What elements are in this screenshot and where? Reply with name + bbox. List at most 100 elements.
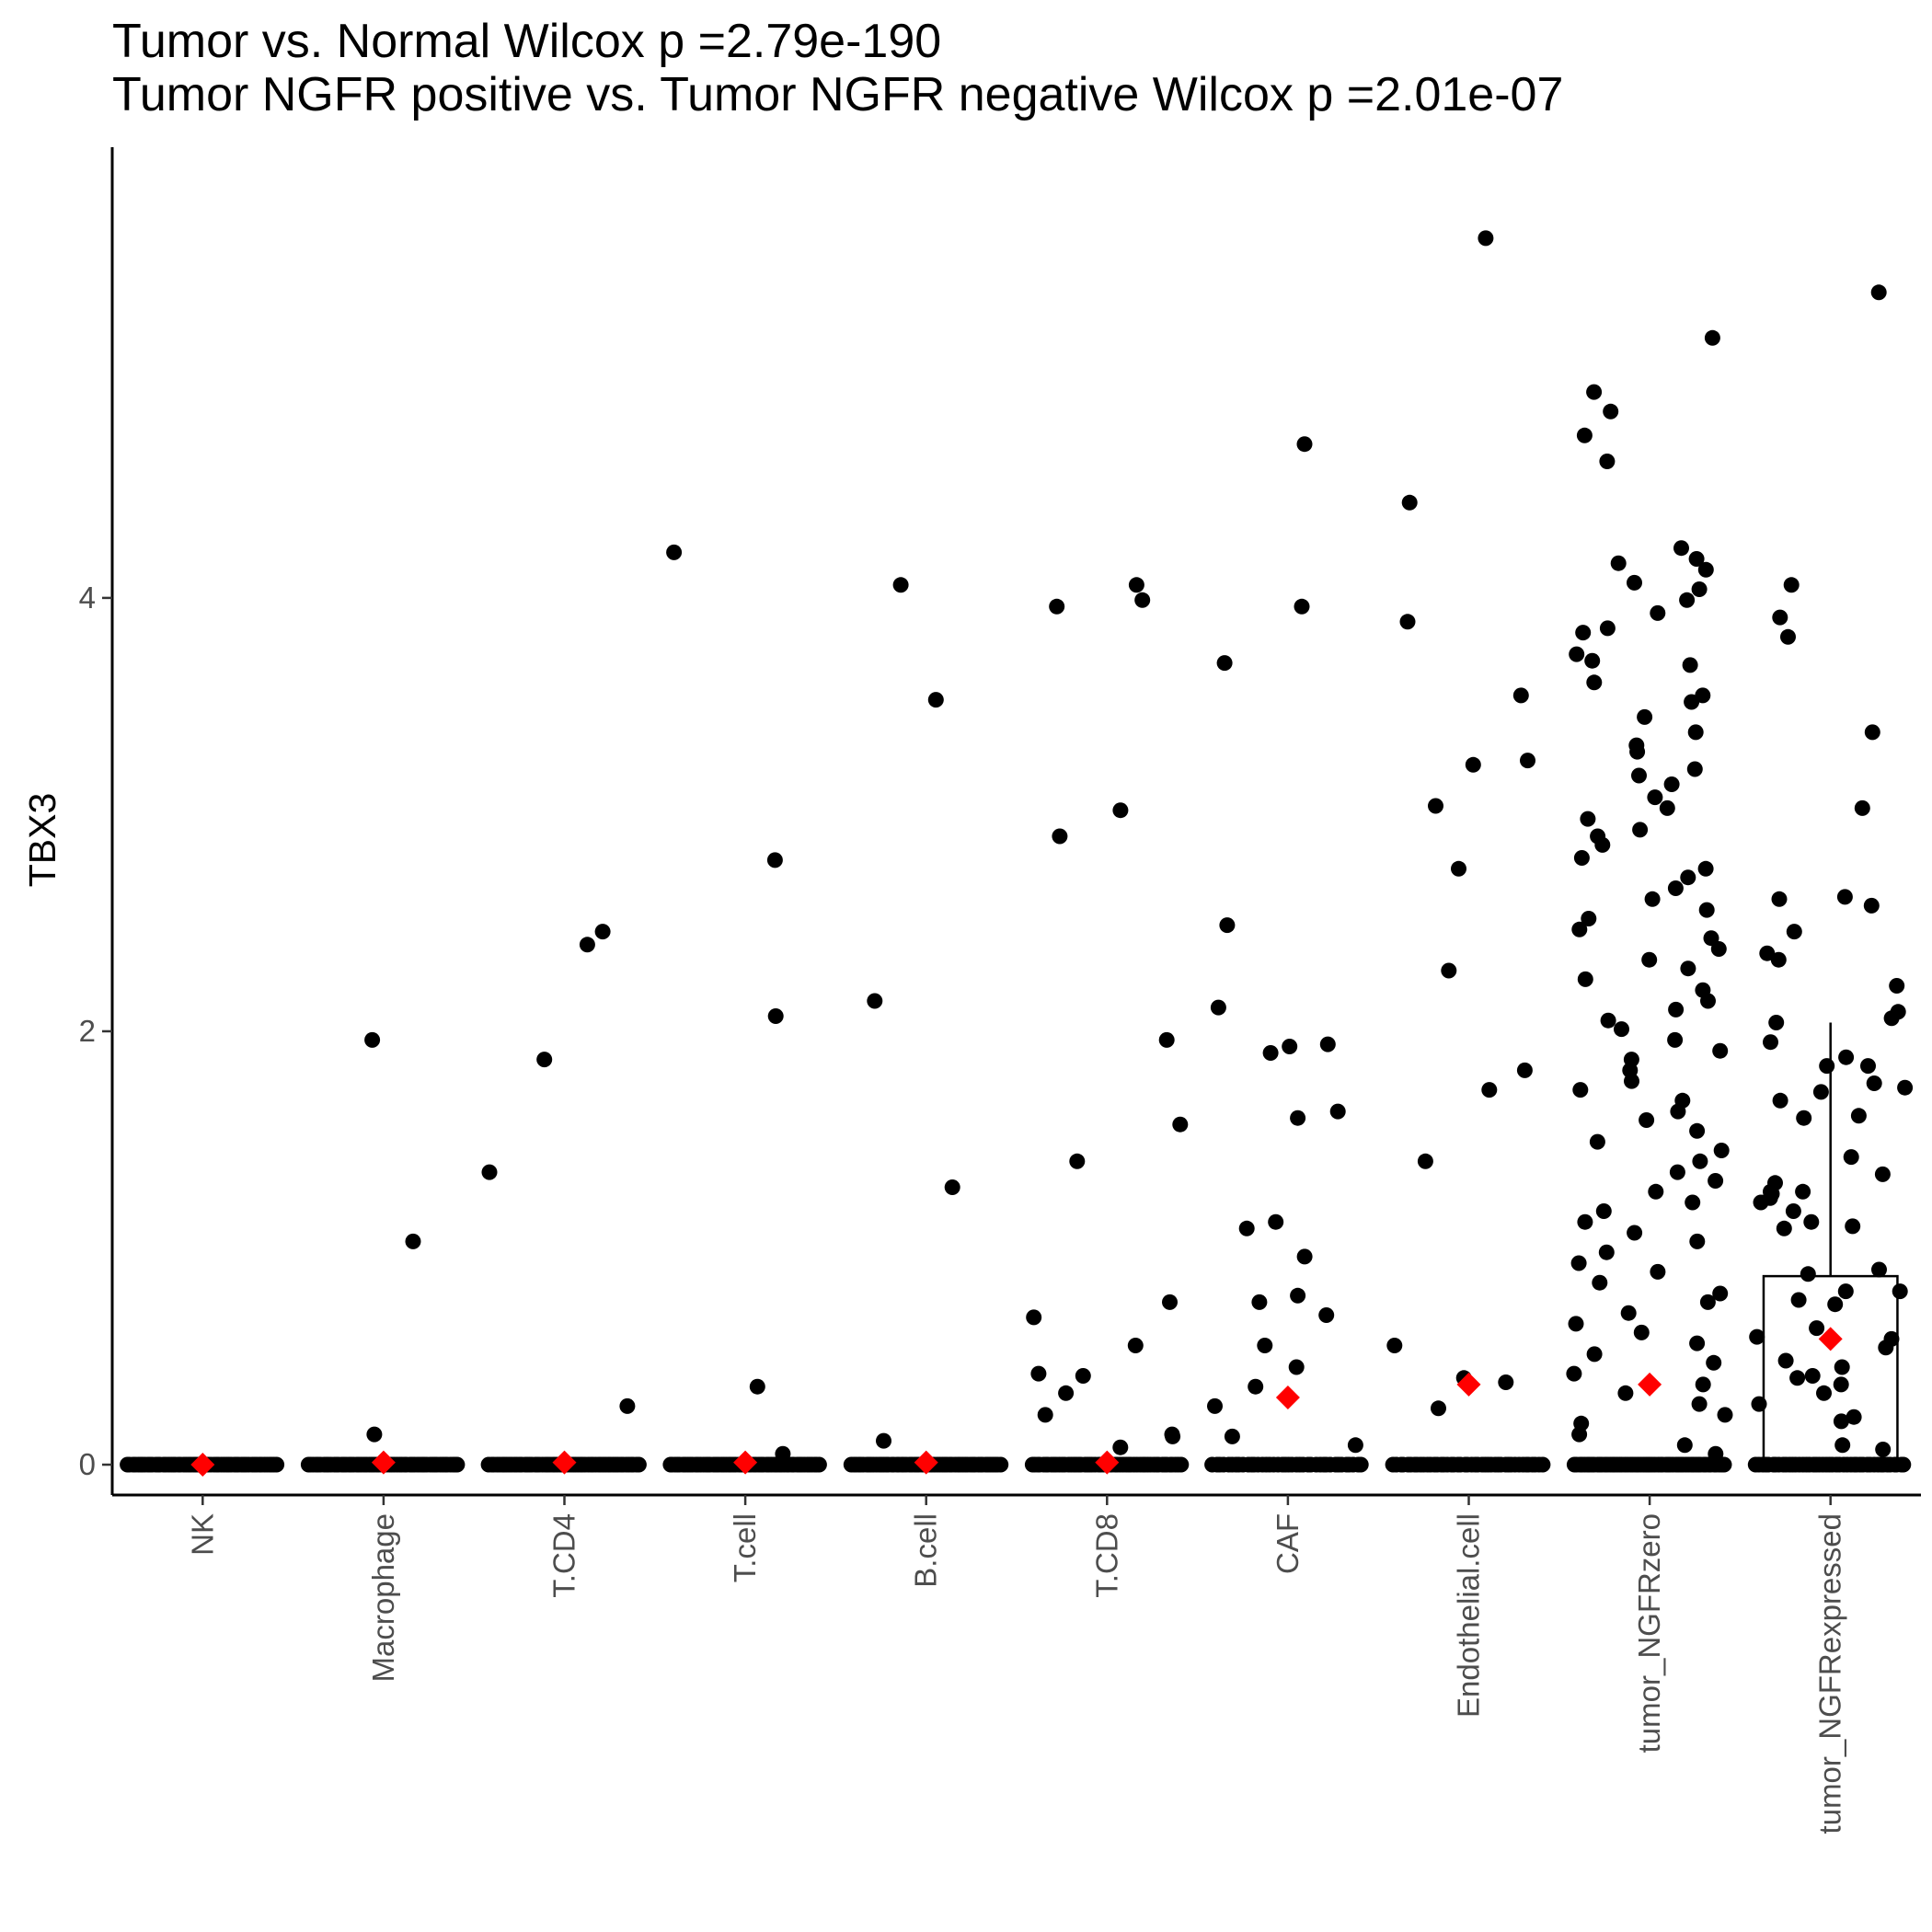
- data-point: [1586, 1346, 1603, 1363]
- data-point: [366, 1426, 383, 1443]
- data-point: [1686, 761, 1703, 777]
- data-point: [1780, 628, 1796, 645]
- data-point: [1845, 1218, 1861, 1235]
- data-point: [1219, 917, 1236, 934]
- data-point: [1158, 1031, 1175, 1048]
- data-point: [1667, 1031, 1684, 1048]
- data-point: [1647, 789, 1663, 806]
- data-point: [1753, 1194, 1769, 1211]
- data-point: [1874, 1166, 1891, 1182]
- data-point: [1290, 1110, 1306, 1126]
- data-point: [1700, 993, 1716, 1009]
- data-point: [1296, 1248, 1313, 1265]
- data-point: [1704, 329, 1720, 346]
- data-point: [1860, 1058, 1876, 1075]
- data-point: [1441, 962, 1457, 979]
- data-point: [1650, 1263, 1666, 1280]
- data-point: [1598, 1244, 1615, 1260]
- data-point: [944, 1179, 960, 1195]
- data-point: [594, 924, 611, 940]
- data-point: [1768, 1015, 1785, 1030]
- data-point: [1075, 1368, 1091, 1384]
- data-point: [405, 1233, 421, 1249]
- data-point: [1706, 1354, 1722, 1371]
- data-point: [1030, 1365, 1047, 1382]
- data-point: [1785, 1203, 1801, 1219]
- data-point: [1399, 614, 1416, 630]
- data-point: [1465, 756, 1481, 773]
- data-point: [1566, 1365, 1582, 1382]
- data-point: [1610, 555, 1627, 571]
- data-point: [1568, 1316, 1584, 1332]
- data-point: [1837, 1283, 1854, 1300]
- data-point: [1800, 1266, 1816, 1282]
- data-point: [1481, 1082, 1498, 1098]
- data-point: [1669, 1164, 1685, 1180]
- data-point: [1776, 1220, 1792, 1236]
- data-point: [1871, 1261, 1887, 1278]
- x-tick-label: tumor_NGFRexpressed: [1813, 1513, 1847, 1834]
- data-point: [1668, 1001, 1685, 1018]
- data-point: [630, 1456, 647, 1473]
- data-point: [1663, 776, 1680, 792]
- data-point: [766, 852, 783, 868]
- data-point: [1759, 945, 1776, 961]
- data-point: [1347, 1437, 1363, 1454]
- x-tick-label: tumor_NGFRzero: [1632, 1513, 1666, 1753]
- x-tick-label: T.cell: [728, 1513, 762, 1582]
- data-point: [1685, 1194, 1701, 1211]
- data-point: [1627, 574, 1642, 591]
- data-point: [867, 993, 883, 1009]
- y-tick-label: 2: [79, 1014, 96, 1048]
- data-point: [1895, 1456, 1912, 1473]
- data-point: [1692, 1153, 1708, 1169]
- data-point: [1257, 1338, 1273, 1353]
- data-point: [1833, 1376, 1849, 1393]
- data-point: [1592, 1274, 1608, 1291]
- data-point: [1624, 1073, 1639, 1089]
- data-point: [269, 1456, 285, 1473]
- data-point: [1789, 1370, 1806, 1386]
- data-point: [1251, 1294, 1268, 1310]
- data-point: [1892, 1283, 1908, 1300]
- data-point: [1772, 609, 1788, 626]
- data-point: [1878, 1340, 1894, 1356]
- data-point: [1451, 860, 1466, 877]
- data-point: [1577, 1213, 1593, 1230]
- mean-marker: [914, 1450, 938, 1475]
- data-point: [1749, 1328, 1765, 1345]
- data-point: [1614, 1021, 1629, 1038]
- data-point: [1417, 1153, 1433, 1169]
- data-point: [1639, 1112, 1655, 1128]
- data-point: [1112, 1439, 1129, 1455]
- data-point: [1833, 1413, 1849, 1430]
- data-point: [1052, 828, 1068, 845]
- data-point: [1210, 999, 1226, 1016]
- data-point: [1571, 921, 1588, 937]
- data-point: [767, 1008, 784, 1024]
- data-point: [1577, 971, 1593, 987]
- data-point: [1512, 687, 1529, 704]
- data-point: [1586, 384, 1603, 400]
- data-point: [1069, 1153, 1086, 1169]
- data-point: [1691, 1396, 1708, 1412]
- data-point: [1572, 1082, 1589, 1098]
- data-point: [1386, 1338, 1403, 1353]
- data-point: [1329, 1103, 1346, 1120]
- data-point: [1836, 889, 1853, 905]
- data-point: [1520, 753, 1535, 769]
- data-point: [1058, 1385, 1075, 1401]
- data-point: [1600, 1012, 1616, 1029]
- data-point: [1627, 1225, 1643, 1241]
- data-point: [1603, 403, 1619, 420]
- data-point: [1498, 1374, 1514, 1390]
- data-point: [1703, 930, 1719, 947]
- axes: 0 2 4 NK Macrophage T.CD4 T.cell B.cell T.CD8 CAF…: [79, 147, 1921, 1834]
- data-point: [1689, 1233, 1706, 1249]
- data-point: [364, 1031, 381, 1048]
- data-point: [1629, 743, 1646, 760]
- data-point: [1594, 836, 1611, 853]
- data-point: [1282, 1039, 1298, 1054]
- data-point: [1207, 1397, 1223, 1414]
- x-tick-label: T.CD8: [1089, 1513, 1123, 1598]
